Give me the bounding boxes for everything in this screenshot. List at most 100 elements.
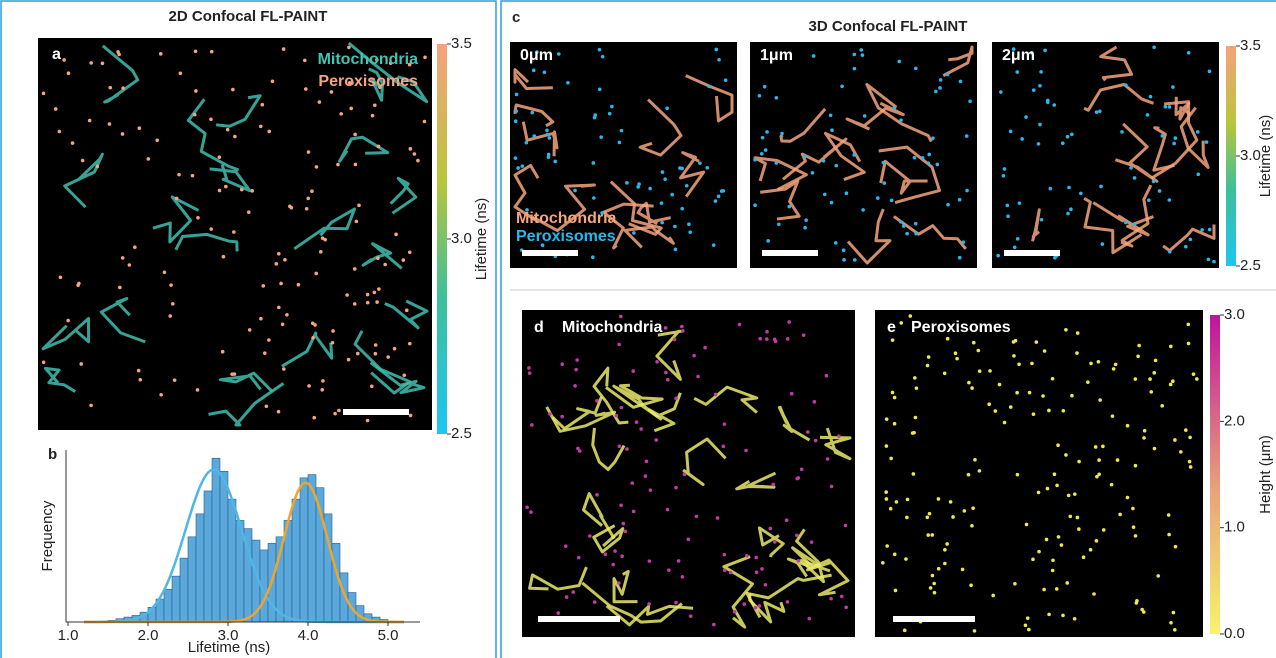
speckle <box>902 224 906 228</box>
speckle <box>766 239 770 243</box>
speckle <box>515 93 519 97</box>
colorbar-tick-label: 2.0 <box>1224 412 1245 429</box>
speckle <box>673 225 677 229</box>
speckle <box>754 556 758 560</box>
speckle <box>913 156 917 160</box>
speckle <box>1152 180 1156 184</box>
speckle <box>664 371 668 375</box>
speckle <box>1069 207 1073 211</box>
speckle <box>1195 377 1199 381</box>
speckle <box>803 154 807 158</box>
speckle <box>915 386 919 390</box>
speckle <box>914 232 918 236</box>
speckle <box>1051 569 1055 573</box>
speckle <box>1024 115 1028 119</box>
speckle <box>194 49 198 53</box>
speckle <box>282 47 286 51</box>
speckle <box>1073 617 1077 621</box>
speckle <box>1173 628 1177 632</box>
speckle <box>934 90 938 94</box>
speckle <box>829 597 833 601</box>
speckle <box>279 282 283 286</box>
speckle <box>1039 70 1043 74</box>
speckle <box>267 338 271 342</box>
speckle <box>810 540 814 544</box>
speckle <box>1154 359 1158 363</box>
speckle <box>967 473 971 477</box>
speckle <box>680 325 684 329</box>
speckle <box>649 488 653 492</box>
speckle <box>1061 141 1065 145</box>
speckle <box>787 320 791 324</box>
speckle <box>409 414 413 418</box>
speckle <box>938 86 942 90</box>
speckle <box>366 301 370 305</box>
speckle <box>521 164 525 168</box>
speckle <box>814 439 818 443</box>
speckle <box>1015 70 1019 74</box>
speckle <box>912 431 916 435</box>
speckle <box>859 48 863 52</box>
speckle <box>401 258 405 262</box>
speckle <box>619 315 623 319</box>
speckle <box>196 216 200 220</box>
speckle <box>755 571 759 575</box>
speckle <box>714 199 718 203</box>
bar <box>228 499 236 622</box>
speckle <box>1134 377 1138 381</box>
speckle <box>514 156 518 160</box>
speckle <box>927 153 931 157</box>
speckle <box>733 610 737 614</box>
speckle <box>703 346 707 350</box>
speckle <box>137 369 141 373</box>
speckle <box>394 233 398 237</box>
speckle <box>988 369 992 373</box>
speckle <box>692 354 696 358</box>
speckle <box>615 414 619 418</box>
speckle <box>1140 608 1144 612</box>
panel-title: Mitochondria <box>562 319 663 336</box>
speckle <box>834 241 838 245</box>
speckle <box>1134 464 1138 468</box>
speckle <box>560 415 564 419</box>
speckle <box>1055 587 1059 591</box>
speckle <box>738 323 742 327</box>
speckle <box>76 283 80 287</box>
image-label: 2μm <box>1002 47 1035 64</box>
speckle <box>233 135 237 139</box>
speckle <box>250 189 254 193</box>
scale-bar <box>343 409 409 415</box>
speckle <box>347 46 351 50</box>
speckle <box>674 247 678 251</box>
speckle <box>1012 340 1016 344</box>
speckle <box>409 147 413 151</box>
speckle <box>931 136 935 140</box>
speckle <box>775 96 779 100</box>
speckle <box>591 255 595 259</box>
speckle <box>1003 167 1007 171</box>
speckle <box>825 374 829 378</box>
speckle <box>958 256 962 260</box>
speckle <box>608 112 612 116</box>
speckle <box>665 106 669 110</box>
speckle <box>1101 445 1105 449</box>
speckle <box>1037 550 1041 554</box>
speckle <box>842 258 846 262</box>
speckle <box>1097 360 1101 364</box>
speckle <box>970 524 974 528</box>
speckle <box>88 119 92 123</box>
speckle <box>1174 545 1178 549</box>
speckle <box>632 510 636 514</box>
speckle <box>557 52 561 56</box>
speckle <box>573 384 577 388</box>
x-tick-label: 2.0 <box>138 627 159 644</box>
speckle <box>1086 380 1090 384</box>
speckle <box>514 119 518 123</box>
speckle <box>894 589 898 593</box>
image-label: 1μm <box>760 47 793 64</box>
speckle <box>844 524 848 528</box>
speckle <box>1131 507 1135 511</box>
speckle <box>374 352 378 356</box>
speckle <box>159 52 163 56</box>
speckle <box>797 559 801 563</box>
